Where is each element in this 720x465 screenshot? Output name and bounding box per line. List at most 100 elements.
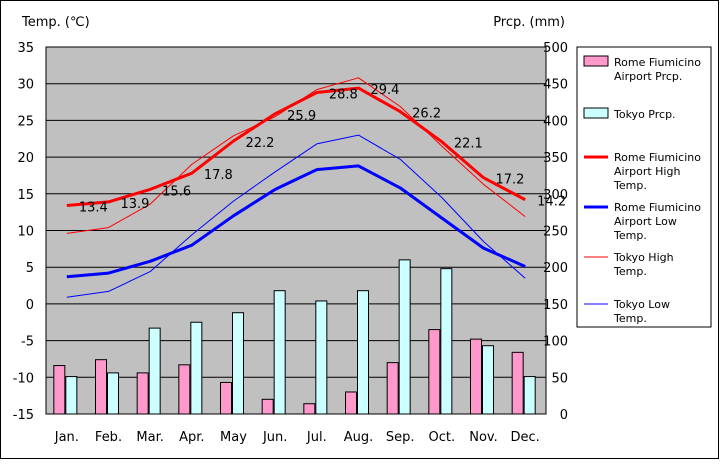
bar-tokyo-prcp-9 (440, 268, 453, 415)
left-tick-label-1: 30 (17, 78, 34, 93)
rome-high-label-9: 22.1 (454, 137, 483, 152)
rome-high-label-8: 26.2 (412, 107, 441, 122)
bar-tokyo-prcp-3 (190, 321, 203, 415)
legend-label-line-2-1: Temp. (613, 265, 647, 278)
left-tick-label-3: 20 (17, 151, 34, 166)
legend-label-bar-0-0: Rome Fiumicino (614, 56, 701, 69)
bar-tokyo-prcp-5 (273, 290, 286, 415)
left-tick-label-7: 0 (26, 298, 34, 313)
bar-rome-prcp-2 (136, 372, 149, 415)
bar-tokyo-prcp-10 (482, 345, 494, 415)
right-tick-label-5: 250 (543, 225, 568, 240)
right-axis-title: Prcp. (mm) (493, 15, 565, 30)
legend-label-line-1-2: Temp. (613, 229, 647, 242)
bar-rome-prcp-3 (178, 364, 191, 415)
left-tick-label-4: 15 (17, 188, 34, 203)
right-tick-label-10: 0 (560, 408, 568, 423)
bar-tokyo-prcp-2 (148, 327, 161, 415)
bar-tokyo-prcp-6 (315, 300, 328, 415)
line-series-1 (66, 164, 526, 279)
rome-high-label-10: 17.2 (496, 173, 525, 188)
x-tick-label-1: Feb. (95, 430, 122, 445)
x-tick-label-3: Apr. (179, 430, 204, 445)
bar-tokyo-prcp-8 (398, 259, 411, 415)
bar-rome-prcp-0 (53, 365, 66, 415)
legend-label-line-3-0: Tokyo Low (613, 298, 670, 311)
legend-label-bar-1-0: Tokyo Prcp. (613, 108, 676, 121)
left-axis-title: Temp. (℃) (21, 15, 90, 30)
legend-label-line-0-1: Airport High (614, 165, 680, 178)
bar-rome-prcp-1 (95, 359, 107, 415)
bar-tokyo-prcp-1 (107, 372, 119, 415)
right-tick-label-8: 100 (543, 335, 568, 350)
x-tick-label-7: Aug. (344, 430, 374, 445)
legend-swatch-bar-1 (583, 107, 609, 119)
bar-rome-prcp-4 (220, 381, 232, 415)
line-series-0 (66, 86, 526, 207)
bar-rome-prcp-6 (303, 403, 316, 415)
x-tick-label-11: Dec. (511, 430, 540, 445)
bar-rome-prcp-7 (345, 391, 357, 415)
legend-label-line-1-0: Rome Fiumicino (614, 201, 701, 214)
rome-high-label-2: 15.6 (162, 184, 191, 199)
bar-rome-prcp-10 (470, 338, 482, 415)
bar-rome-prcp-9 (428, 329, 441, 415)
precipitation-bars (53, 259, 536, 415)
x-tick-label-10: Nov. (469, 430, 498, 445)
right-tick-label-6: 200 (543, 261, 568, 276)
temperature-lines (66, 77, 526, 298)
line-series-3 (66, 134, 526, 298)
legend-label-line-1-1: Airport Low (614, 215, 677, 228)
bar-rome-prcp-5 (261, 398, 274, 415)
rome-high-label-1: 13.9 (121, 197, 150, 212)
legend-swatch-bar-0 (583, 55, 609, 67)
x-tick-label-4: May (220, 430, 247, 445)
right-tick-label-2: 400 (543, 114, 568, 129)
legend-label-line-0-2: Temp. (613, 179, 647, 192)
legend-label-bar-0-1: Airport Prcp. (614, 70, 682, 83)
rome-high-label-7: 29.4 (371, 83, 400, 98)
bar-tokyo-prcp-11 (523, 376, 536, 415)
bar-rome-prcp-8 (386, 362, 399, 415)
left-tick-label-0: 35 (17, 41, 34, 56)
bar-tokyo-prcp-0 (65, 376, 78, 415)
rome-high-label-4: 22.2 (246, 136, 275, 151)
left-tick-label-9: -10 (13, 371, 34, 386)
legend-label-line-2-0: Tokyo High (613, 251, 674, 264)
bar-tokyo-prcp-4 (232, 312, 244, 415)
legend-label-line-3-1: Temp. (613, 312, 647, 325)
x-tick-label-2: Mar. (136, 430, 163, 445)
x-tick-label-8: Sep. (386, 430, 415, 445)
right-tick-label-3: 350 (543, 151, 568, 166)
right-tick-label-7: 150 (543, 298, 568, 313)
rome-high-label-11: 14.2 (537, 195, 566, 210)
rome-high-label-3: 17.8 (204, 168, 233, 183)
x-axis-ticks: Jan. Feb. Mar. Apr. May Jun. Jul. Aug. Sep. Oct. N… (54, 430, 540, 445)
x-tick-label-6: Jul. (306, 430, 327, 445)
rome-high-label-0: 13.4 (79, 201, 108, 216)
x-tick-label-5: Jun. (262, 430, 287, 445)
left-tick-label-8: -5 (21, 335, 34, 350)
bar-tokyo-prcp-7 (357, 290, 369, 415)
left-tick-label-6: 5 (26, 261, 34, 276)
left-tick-label-2: 25 (17, 114, 34, 129)
right-tick-label-4: 300 (543, 188, 568, 203)
bar-rome-prcp-11 (511, 351, 524, 415)
x-tick-label-0: Jan. (54, 430, 79, 445)
legend-label-line-0-0: Rome Fiumicino (614, 151, 701, 164)
x-tick-label-9: Oct. (429, 430, 456, 445)
left-tick-label-5: 10 (17, 225, 34, 240)
right-tick-label-9: 50 (551, 371, 568, 386)
right-tick-label-1: 450 (543, 78, 568, 93)
data-labels: 13.4 13.9 15.6 17.8 22.2 25.9 28.8 29.4 26.2 22.1… (79, 83, 566, 215)
rome-high-label-5: 25.9 (287, 109, 316, 124)
legend-box (576, 46, 712, 328)
left-axis-ticks: 35 30 25 20 15 10 5 0 -5 -10 -15 (13, 41, 34, 423)
left-tick-label-10: -15 (13, 408, 34, 423)
rome-high-label-6: 28.8 (329, 88, 358, 103)
right-tick-label-0: 500 (543, 41, 568, 56)
